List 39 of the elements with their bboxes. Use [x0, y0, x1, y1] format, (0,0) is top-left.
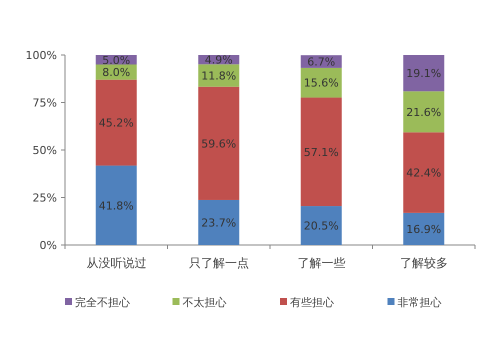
data-label: 15.6% [304, 76, 339, 90]
y-tick-label: 0% [40, 239, 57, 252]
bar [96, 80, 137, 166]
bar [403, 55, 444, 92]
y-tick-label: 100% [26, 49, 57, 62]
data-label: 16.9% [406, 222, 442, 236]
y-tick-label: 50% [32, 144, 57, 157]
data-label: 59.6% [201, 137, 236, 150]
data-label: 42.4% [406, 166, 442, 180]
data-label: 20.5% [304, 220, 339, 233]
data-label: 21.6% [406, 106, 442, 119]
legend-label: 完全不担心 [75, 296, 130, 309]
y-tick-label: 75% [32, 96, 57, 110]
bar [96, 166, 137, 245]
data-label: 8.0% [102, 66, 130, 80]
legend-label: 非常担心 [398, 296, 442, 309]
data-label: 19.1% [406, 67, 442, 80]
x-tick-label: 只了解一点 [188, 256, 249, 270]
bar [403, 132, 444, 213]
bar [403, 91, 444, 132]
y-tick-label: 25% [32, 192, 57, 204]
legend-label: 不太担心 [182, 296, 226, 309]
x-tick-label: 从没听说过 [86, 256, 146, 270]
bar [198, 200, 240, 245]
data-label: 45.2% [98, 116, 134, 130]
data-label: 6.7% [307, 56, 336, 69]
data-label: 5.0% [102, 54, 130, 67]
data-label: 23.7% [201, 216, 236, 230]
data-label: 41.8% [98, 199, 134, 212]
x-tick-label: 了解一些 [297, 256, 346, 270]
data-label: 11.8% [201, 70, 236, 83]
legend-label: 有些担心 [290, 296, 334, 309]
bar [198, 86, 240, 200]
bar [300, 98, 342, 206]
bar [300, 206, 342, 245]
data-label: 57.1% [304, 146, 339, 159]
x-tick-label: 了解较多 [400, 256, 448, 270]
data-label: 4.9% [204, 54, 233, 67]
bar [403, 212, 444, 245]
